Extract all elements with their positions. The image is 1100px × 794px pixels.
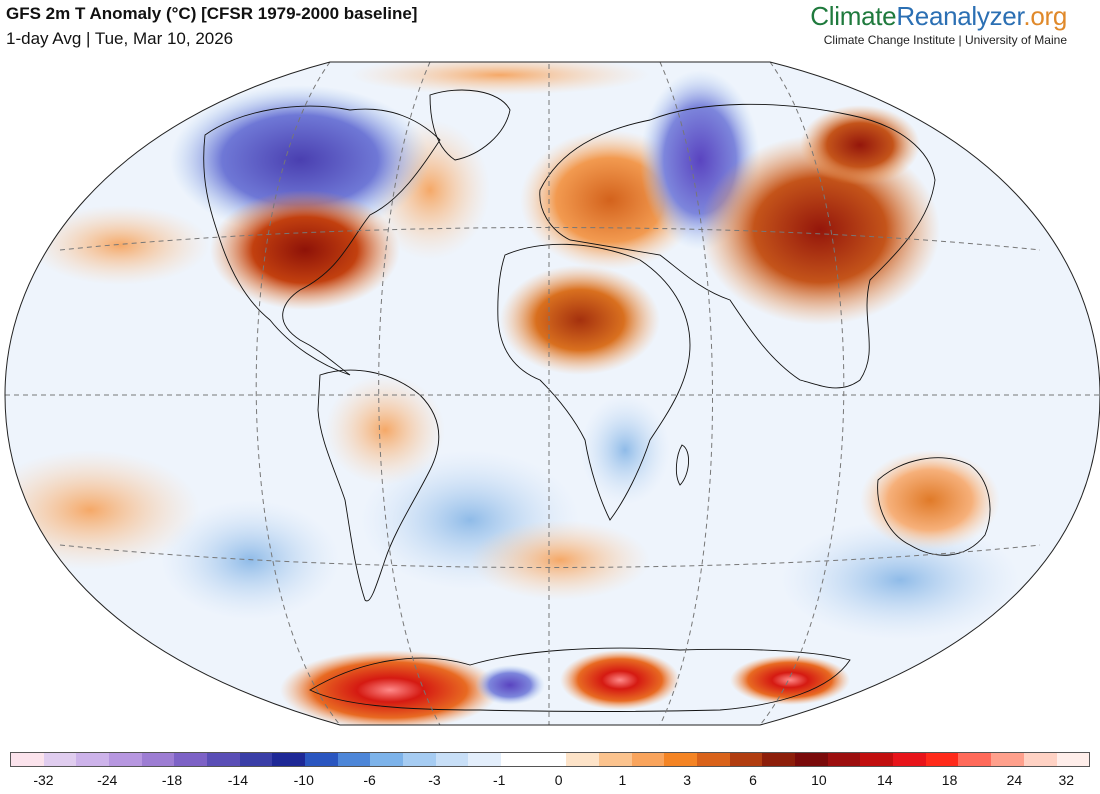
- region-antarctica-warm-west: [280, 650, 500, 725]
- legend-swatch: [468, 753, 502, 766]
- colorbar-legend: [10, 752, 1090, 767]
- outline-africa: [497, 243, 691, 521]
- legend-tick-label: -32: [33, 772, 54, 788]
- region-southern-africa-cool: [580, 395, 670, 505]
- legend-swatch: [174, 753, 208, 766]
- region-south-pacific-cool: [780, 520, 1020, 640]
- region-australia-warm: [860, 450, 1000, 550]
- legend-swatch: [239, 753, 273, 766]
- region-arctic-warm: [350, 62, 650, 95]
- region-northeast-asia-warm: [800, 105, 920, 185]
- region-south-america-warm: [325, 375, 445, 485]
- legend-swatch: [762, 753, 796, 766]
- legend-swatch: [1056, 753, 1090, 766]
- colorbar-ticks: -32 -24 -18 -14 -10 -6 -3 -1 0 1 3 6 10 14 18 24 32: [10, 772, 1090, 790]
- legend-swatch: [403, 753, 436, 766]
- outline-madagascar: [675, 444, 689, 486]
- anomaly-field: [5, 62, 1100, 725]
- region-indian-ocean-warm: [470, 520, 650, 600]
- coastlines: [203, 89, 991, 712]
- legend-swatch: [11, 753, 44, 766]
- brand-logo-reanalyzer: Reanalyzer: [896, 1, 1024, 31]
- meridian-line: [759, 62, 845, 725]
- globe-outline: [4, 61, 1100, 726]
- legend-tick-label: 14: [877, 772, 893, 788]
- region-antarctica-warm-far-east: [730, 655, 850, 705]
- region-antarctica-cold: [475, 665, 545, 705]
- legend-swatch: [272, 753, 306, 766]
- legend-tick-label: 0: [554, 772, 563, 788]
- region-pacific-north-warm: [30, 205, 210, 285]
- brand-logo-climate: Climate: [810, 1, 897, 31]
- legend-swatch: [1023, 753, 1057, 766]
- page-title: GFS 2m T Anomaly (°C) [CFSR 1979-2000 ba…: [6, 4, 418, 23]
- legend-tick-label: -24: [97, 772, 118, 788]
- legend-tick-label: 10: [811, 772, 827, 788]
- legend-tick-label: -18: [161, 772, 183, 788]
- legend-tick-label: -6: [363, 772, 376, 788]
- brand-logo-org: .org: [1023, 1, 1067, 31]
- meridian-line: [255, 62, 341, 725]
- legend-swatch: [566, 753, 600, 766]
- legend-swatch: [958, 753, 992, 766]
- legend-tick-label: -10: [293, 772, 314, 788]
- legend-swatch: [43, 753, 77, 766]
- outline-australia: [877, 457, 991, 556]
- brand-credit: Climate Change Institute | University of…: [823, 33, 1067, 47]
- legend-tick-label: 6: [749, 772, 757, 788]
- meridian-line: [378, 62, 441, 725]
- legend-swatch: [925, 753, 959, 766]
- legend-tick-label: -3: [428, 772, 441, 788]
- outline-north-america: [203, 105, 441, 376]
- legend-tick-label: 3: [683, 772, 692, 788]
- brand-logo[interactable]: ClimateReanalyzer.org: [810, 1, 1067, 32]
- legend-swatch: [109, 753, 142, 766]
- legend-swatch: [664, 753, 698, 766]
- legend-swatch: [207, 753, 240, 766]
- legend-swatch: [141, 753, 175, 766]
- outline-antarctica: [309, 647, 851, 712]
- meridian-line: [659, 62, 713, 725]
- legend-swatch: [533, 753, 567, 766]
- legend-tick-label: 1: [618, 772, 627, 788]
- region-antarctica-warm-east: [560, 650, 680, 710]
- parallel-line: [59, 544, 1041, 568]
- region-north-america-cold: [170, 85, 430, 235]
- legend-swatch: [631, 753, 665, 766]
- legend-swatch: [370, 753, 404, 766]
- legend-swatch: [827, 753, 861, 766]
- legend-swatch: [501, 753, 534, 766]
- legend-swatch: [599, 753, 632, 766]
- region-sahara-warm: [500, 265, 660, 375]
- parallel-line: [59, 227, 1041, 251]
- legend-swatch: [860, 753, 894, 766]
- legend-tick-label: -14: [227, 772, 248, 788]
- legend-swatch: [435, 753, 469, 766]
- legend-swatch: [337, 753, 371, 766]
- legend-swatch: [991, 753, 1024, 766]
- legend-swatch: [697, 753, 730, 766]
- page-subtitle: 1-day Avg | Tue, Mar 10, 2026: [6, 29, 234, 48]
- region-eastern-us-warm: [210, 190, 400, 310]
- legend-tick-label: 32: [1058, 772, 1075, 788]
- legend-swatch: [76, 753, 110, 766]
- legend-swatch: [729, 753, 763, 766]
- legend-tick-label: 18: [941, 772, 958, 788]
- legend-tick-label: 24: [1006, 772, 1023, 788]
- legend-swatch: [795, 753, 828, 766]
- legend-swatch: [893, 753, 926, 766]
- outline-europe-asia: [539, 103, 936, 389]
- legend-swatch: [305, 753, 338, 766]
- graticule: [5, 62, 1100, 725]
- outline-greenland: [429, 89, 511, 161]
- legend-tick-label: -1: [493, 772, 506, 788]
